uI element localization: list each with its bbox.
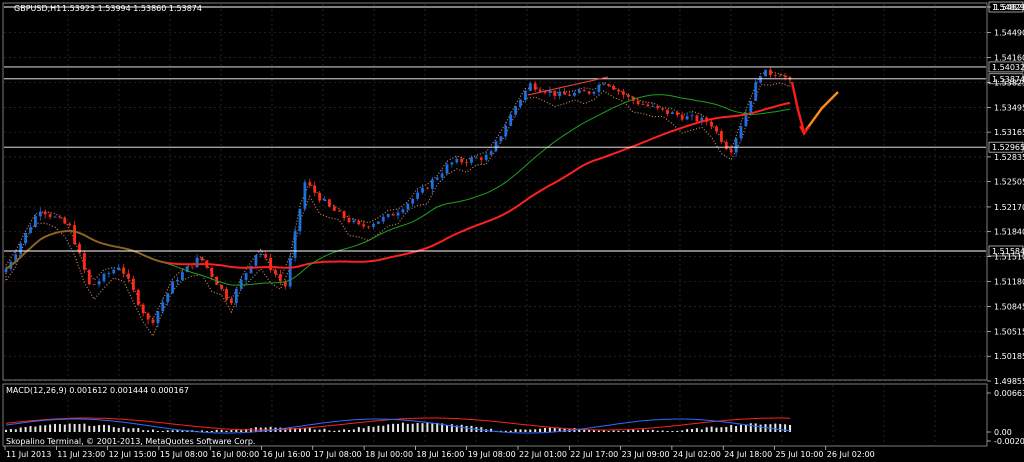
forecast-down-head — [799, 125, 810, 136]
time-axis-label: 18 Jul 00:00 — [365, 450, 413, 459]
time-axis-label: 19 Jul 08:00 — [468, 450, 516, 459]
forecast-arrows — [527, 76, 839, 136]
macd-axis-label: -0.00207 — [994, 437, 1024, 446]
price-axis-label: 1.50515 — [994, 327, 1024, 336]
time-axis-label: 11 Jul 2013 — [6, 450, 51, 459]
macd-frame — [2, 383, 988, 447]
chart-ohlc-values: 1.53923 1.53994 1.53860 1.53874 — [62, 4, 202, 13]
forecast-down-arrow — [790, 81, 806, 133]
macd-indicator — [5, 417, 791, 434]
time-axis-label: 15 Jul 08:00 — [160, 450, 208, 459]
price-level-label: 1.54032 — [992, 63, 1024, 72]
price-axis-label: 1.54160 — [994, 53, 1024, 62]
time-axis-label: 11 Jul 23:00 — [57, 450, 105, 459]
time-axis-label: 26 Jul 02:00 — [827, 450, 875, 459]
price-level-label: 1.52965 — [992, 143, 1024, 152]
price-axis-label: 1.54829 — [994, 3, 1024, 12]
price-axis-label: 1.52170 — [994, 203, 1024, 212]
time-axis-label: 23 Jul 09:00 — [622, 450, 670, 459]
time-axis-label: 17 Jul 08:00 — [314, 450, 362, 459]
price-level-label: 1.53874 — [992, 75, 1024, 84]
price-axis-label: 1.53165 — [994, 128, 1024, 137]
chart-symbol-label: GBPUSD,H1 — [14, 4, 61, 13]
price-axis-label: 1.50845 — [994, 303, 1024, 312]
price-axis-label: 1.53495 — [994, 103, 1024, 112]
main-chart-frame — [2, 2, 988, 381]
price-axis-label: 1.51840 — [994, 228, 1024, 237]
time-axis-label: 12 Jul 15:00 — [109, 450, 157, 459]
macd-header: MACD(12,26,9) 0.001612 0.001444 0.000167 — [6, 386, 189, 395]
price-axis-label: 1.52835 — [994, 153, 1024, 162]
price-axis-label: 1.49855 — [994, 377, 1024, 386]
time-axis-label: 16 Jul 16:00 — [263, 450, 311, 459]
time-axis-label: 24 Jul 18:00 — [724, 450, 772, 459]
time-axis-label: 22 Jul 17:00 — [570, 450, 618, 459]
price-axis-label: 1.52505 — [994, 178, 1024, 187]
price-axis: 1.54829 1.54490 1.54160 1.53825 1.53495 1.531… — [987, 3, 1024, 386]
trend-line-upper — [527, 76, 609, 96]
macd-axis-label: 0.00663 — [994, 389, 1024, 398]
copyright-text: Skopalino Terminal, © 2001-2013, MetaQuo… — [6, 437, 255, 446]
price-axis-label: 1.50185 — [994, 352, 1024, 361]
ma-slow-line — [5, 101, 791, 270]
grid — [4, 4, 986, 445]
price-axis-label: 1.51180 — [994, 277, 1024, 286]
price-level-label: 1.54829 — [992, 3, 1024, 12]
candles — [4, 67, 792, 328]
time-axis-label: 18 Jul 16:00 — [416, 450, 464, 459]
macd-axis: 0.00663 0.00-0.00207 — [987, 389, 1024, 446]
price-axis-label: 1.53825 — [994, 78, 1024, 87]
price-level-label: 1.51584 — [992, 247, 1024, 256]
ma-fast-line — [5, 94, 791, 286]
forecast-up-arrow — [805, 91, 839, 131]
horizontal-levels: 1.54829 1.54032 1.53874 1.52965 1.51584 — [4, 1, 1024, 257]
price-axis-label: 1.51510 — [994, 253, 1024, 262]
time-axis-label: 16 Jul 00:00 — [211, 450, 259, 459]
time-axis-label: 22 Jul 01:00 — [519, 450, 567, 459]
macd-axis-label: 0.00 — [994, 428, 1012, 437]
price-axis-label: 1.54490 — [994, 28, 1024, 37]
time-axis: 11 Jul 2013 11 Jul 23:00 12 Jul 15:00 15 Ju… — [4, 446, 875, 459]
time-axis-label: 24 Jul 02:00 — [673, 450, 721, 459]
time-axis-label: 25 Jul 10:00 — [776, 450, 824, 459]
